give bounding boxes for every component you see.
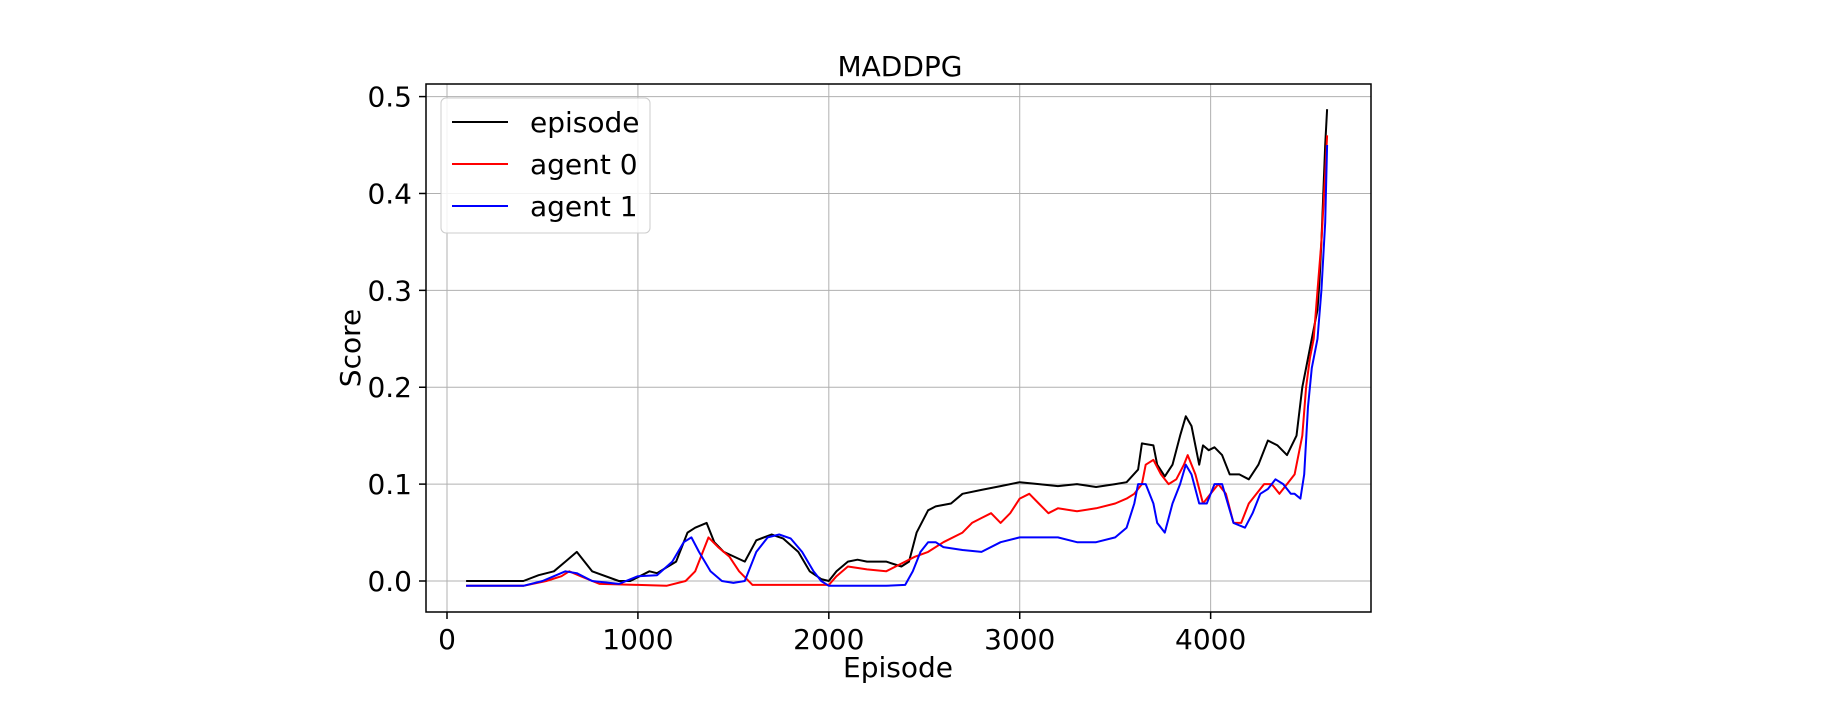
legend-box (440, 97, 651, 234)
y-tick-label: 0.5 (367, 81, 412, 114)
x-tick-label: 3000 (984, 623, 1055, 656)
plot-area (466, 109, 1329, 587)
plot-frame (425, 83, 1372, 613)
legend-label: episode (530, 106, 640, 139)
y-tick-label: 0.1 (367, 468, 412, 501)
y-axis-title: Score (334, 309, 367, 387)
chart-title: MADDPG (837, 50, 962, 83)
y-tick-label: 0.4 (367, 177, 412, 210)
x-tick-label: 2000 (793, 623, 864, 656)
y-tick-label: 0.0 (367, 565, 412, 598)
x-tick-label: 1000 (602, 623, 673, 656)
y-tick-label: 0.3 (367, 274, 412, 307)
x-tick-label: 4000 (1175, 623, 1246, 656)
series-line-agent-1 (466, 144, 1329, 587)
series-line-episode (466, 109, 1329, 582)
grid-lines (426, 84, 1371, 612)
y-tick-label: 0.2 (367, 371, 412, 404)
series-line-agent-0 (466, 135, 1329, 587)
legend-label: agent 1 (530, 190, 638, 223)
legend: episode agent 0 agent 1 (440, 97, 651, 234)
axis-ticks: 0 1000 2000 3000 4000 0.0 0.1 0.2 0.3 0.4 0.5 (367, 81, 1246, 656)
x-axis-title: Episode (843, 651, 953, 684)
legend-label: agent 0 (530, 148, 638, 181)
x-tick-label: 0 (438, 623, 456, 656)
